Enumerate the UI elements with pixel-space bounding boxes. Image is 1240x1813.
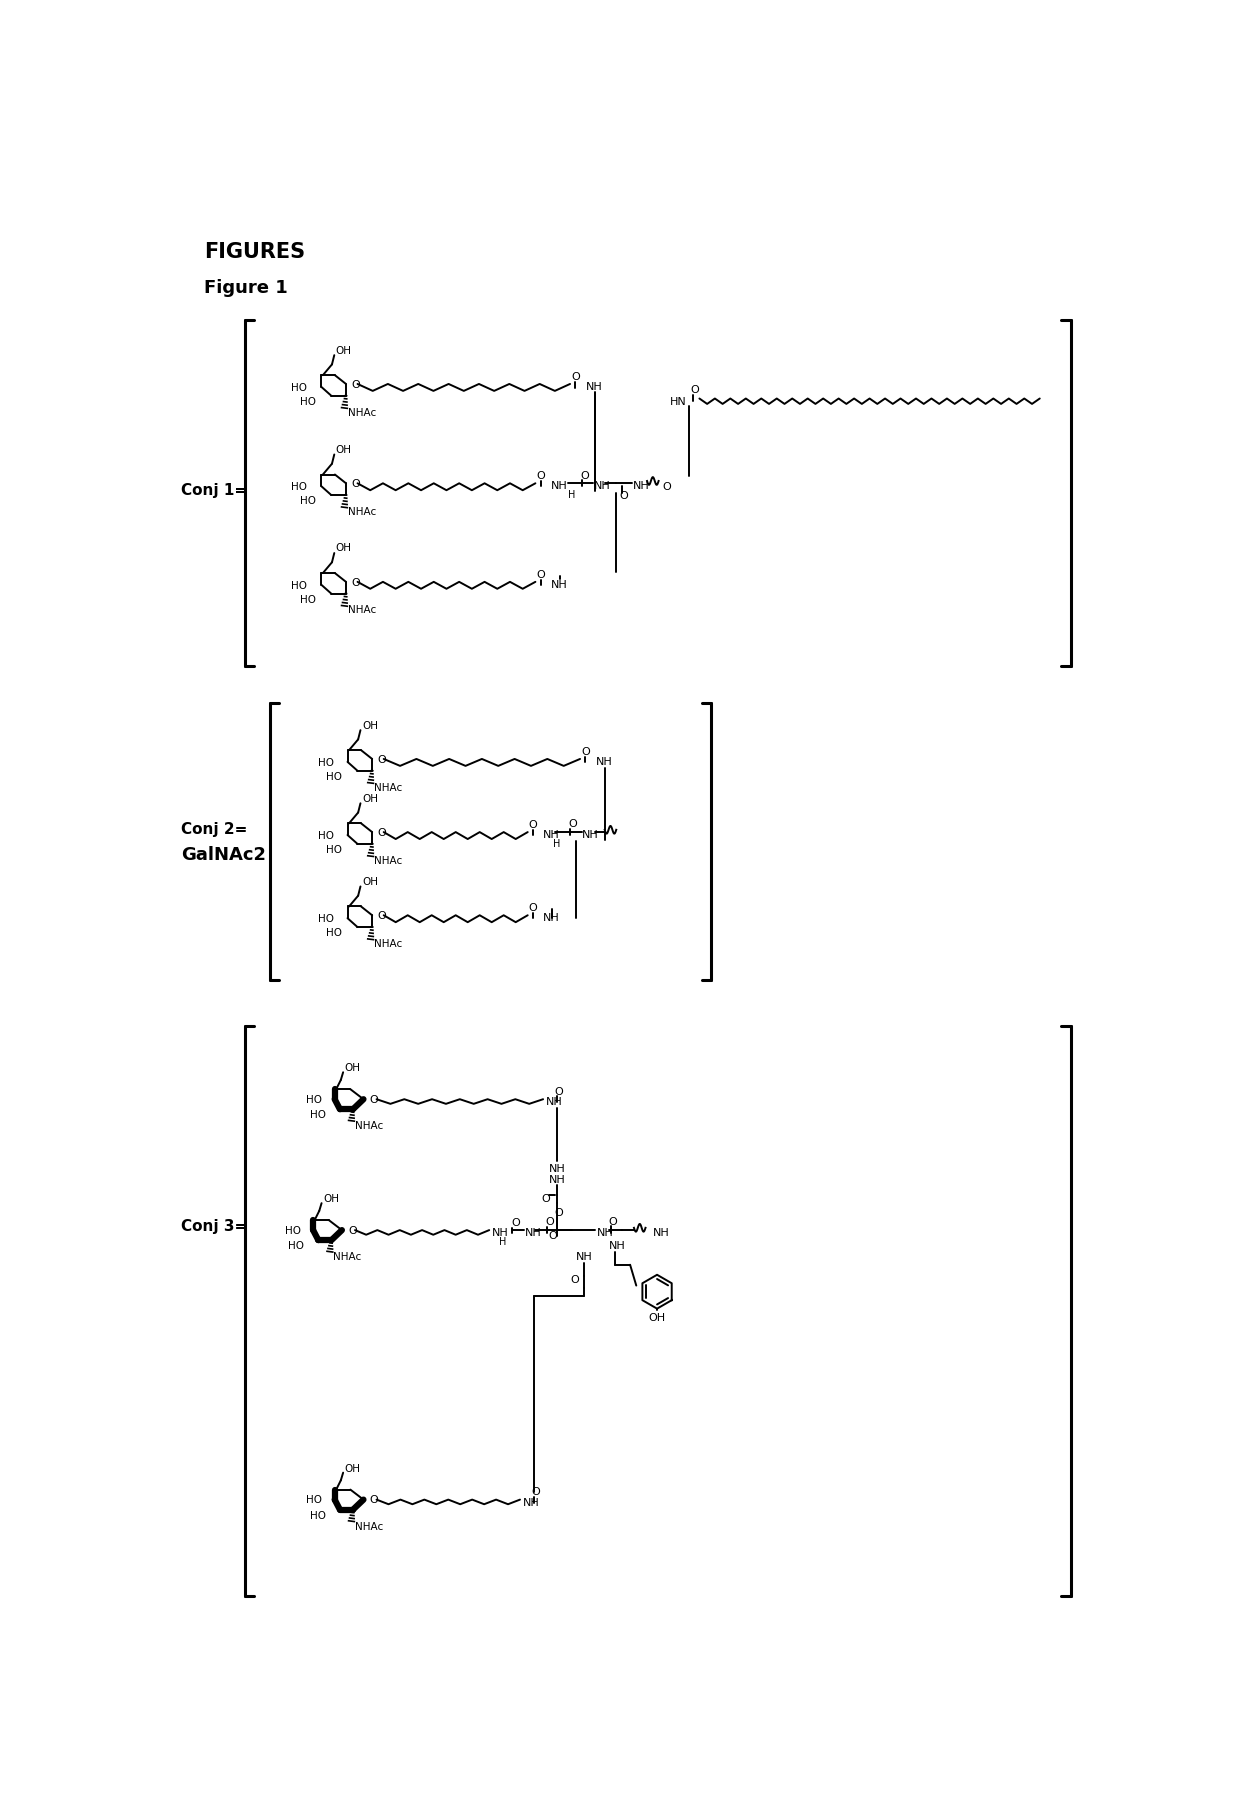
Text: NHAc: NHAc	[355, 1120, 383, 1131]
Text: O: O	[554, 1207, 563, 1218]
Text: NHAc: NHAc	[355, 1521, 383, 1532]
Text: HO: HO	[289, 1242, 305, 1251]
Text: O: O	[570, 1275, 579, 1285]
Text: O: O	[691, 384, 699, 395]
Text: O: O	[351, 578, 360, 587]
Text: O: O	[531, 1487, 539, 1498]
Text: GalNAc2: GalNAc2	[181, 847, 267, 865]
Text: NH: NH	[583, 830, 599, 839]
Text: NH: NH	[525, 1227, 542, 1238]
Text: NH: NH	[585, 383, 603, 392]
Text: HO: HO	[317, 914, 334, 925]
Text: O: O	[537, 471, 546, 482]
Text: NHAc: NHAc	[374, 939, 403, 948]
Text: FIGURES: FIGURES	[205, 243, 305, 263]
Text: OH: OH	[336, 444, 352, 455]
Text: NH: NH	[492, 1227, 510, 1238]
Text: O: O	[528, 903, 537, 914]
Text: HO: HO	[310, 1110, 326, 1120]
Text: O: O	[548, 1231, 557, 1242]
Text: HO: HO	[291, 482, 308, 491]
Text: NH: NH	[596, 1227, 614, 1238]
Text: O: O	[377, 829, 387, 838]
Text: O: O	[348, 1226, 357, 1236]
Text: NH: NH	[523, 1498, 539, 1508]
Text: Figure 1: Figure 1	[205, 279, 288, 297]
Text: O: O	[569, 819, 578, 829]
Text: NH: NH	[595, 758, 613, 767]
Text: NHAc: NHAc	[348, 606, 377, 615]
Text: O: O	[608, 1217, 616, 1227]
Text: O: O	[620, 491, 629, 502]
Text: NH: NH	[551, 482, 568, 491]
Text: H: H	[568, 490, 575, 500]
Text: HO: HO	[326, 845, 342, 856]
Text: OH: OH	[336, 544, 352, 553]
Text: O: O	[582, 747, 590, 758]
Text: HO: HO	[317, 830, 334, 841]
Text: OH: OH	[362, 720, 378, 731]
Text: NHAc: NHAc	[374, 856, 403, 867]
Text: NHAc: NHAc	[348, 508, 377, 517]
Text: O: O	[528, 819, 537, 830]
Text: Conj 1=: Conj 1=	[181, 484, 247, 499]
Text: HO: HO	[306, 1496, 322, 1505]
Text: HO: HO	[291, 580, 308, 591]
Text: HO: HO	[300, 595, 316, 606]
Text: HO: HO	[310, 1510, 326, 1521]
Text: NHAc: NHAc	[374, 783, 403, 792]
Text: O: O	[537, 569, 546, 580]
Text: Conj 2=: Conj 2=	[181, 823, 248, 838]
Text: OH: OH	[649, 1313, 666, 1323]
Text: O: O	[572, 372, 580, 383]
Text: NHAc: NHAc	[348, 408, 377, 417]
Text: O: O	[377, 754, 387, 765]
Text: HO: HO	[300, 397, 316, 406]
Text: HO: HO	[326, 928, 342, 937]
Text: O: O	[370, 1095, 378, 1104]
Text: O: O	[511, 1218, 520, 1227]
Text: HO: HO	[285, 1226, 301, 1236]
Text: HO: HO	[306, 1095, 322, 1104]
Text: NH: NH	[543, 830, 559, 839]
Text: H: H	[553, 839, 560, 848]
Text: H: H	[498, 1236, 506, 1247]
Text: OH: OH	[336, 346, 352, 355]
Text: HO: HO	[300, 497, 316, 506]
Text: HO: HO	[291, 383, 308, 393]
Text: HN: HN	[671, 397, 687, 408]
Text: HO: HO	[317, 758, 334, 767]
Text: NH: NH	[548, 1175, 565, 1186]
Text: Conj 3=: Conj 3=	[181, 1218, 248, 1235]
Text: O: O	[662, 482, 671, 491]
Text: NHAc: NHAc	[334, 1253, 361, 1262]
Text: O: O	[351, 379, 360, 390]
Text: O: O	[554, 1086, 563, 1097]
Text: OH: OH	[345, 1064, 361, 1073]
Text: OH: OH	[362, 794, 378, 803]
Text: O: O	[351, 479, 360, 490]
Text: HO: HO	[326, 772, 342, 781]
Text: O: O	[546, 1217, 554, 1227]
Text: OH: OH	[345, 1463, 361, 1474]
Text: OH: OH	[324, 1195, 339, 1204]
Text: NH: NH	[575, 1253, 593, 1262]
Text: OH: OH	[362, 877, 378, 887]
Text: NH: NH	[653, 1227, 670, 1238]
Text: NH: NH	[546, 1097, 563, 1108]
Text: O: O	[370, 1496, 378, 1505]
Text: NH: NH	[609, 1240, 626, 1251]
Text: O: O	[377, 910, 387, 921]
Text: NH: NH	[594, 482, 610, 491]
Text: NH: NH	[543, 914, 559, 923]
Text: NH: NH	[632, 482, 650, 491]
Text: O: O	[542, 1195, 551, 1204]
Text: O: O	[580, 471, 589, 480]
Text: NH: NH	[548, 1164, 565, 1173]
Text: NH: NH	[551, 580, 568, 589]
